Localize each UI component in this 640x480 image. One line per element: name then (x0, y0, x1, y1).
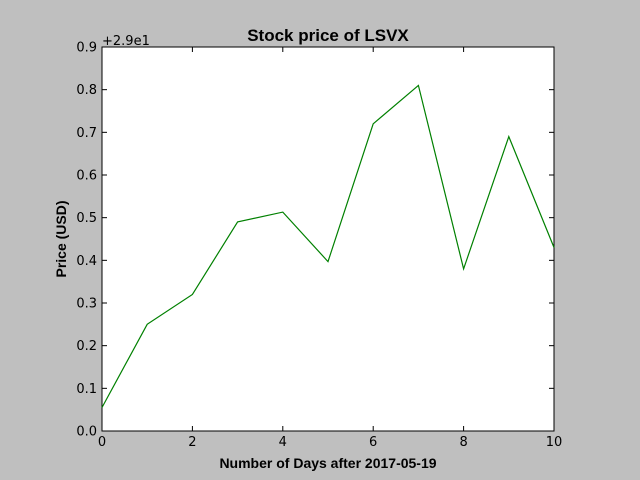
y-tick-label: 0.4 (76, 254, 97, 269)
y-tick-label: 0.9 (76, 41, 97, 56)
x-tick-label: 8 (459, 435, 467, 450)
y-offset-label: +2.9e1 (102, 34, 150, 49)
x-axis-label: Number of Days after 2017-05-19 (219, 455, 436, 471)
y-tick-label: 0.6 (76, 169, 97, 184)
x-tick-label: 6 (369, 435, 377, 450)
y-tick-label: 0.5 (76, 211, 97, 226)
y-tick-label: 0.3 (76, 297, 97, 312)
plot-area (101, 46, 555, 432)
x-tick-label: 0 (98, 435, 106, 450)
y-tick-label: 0.2 (76, 339, 97, 354)
price-series-line (101, 84, 555, 408)
y-axis-ticks: 0.0 0.1 0.2 0.3 0.4 0.5 0.6 0.7 0.8 0.9 (76, 41, 554, 440)
series-group (101, 84, 555, 408)
y-tick-label: 0.1 (76, 382, 97, 397)
x-tick-label: 2 (188, 435, 196, 450)
x-tick-label: 4 (279, 435, 287, 450)
x-tick-label: 10 (546, 435, 563, 450)
y-axis-label: Price (USD) (53, 200, 69, 277)
y-tick-label: 0.7 (76, 126, 97, 141)
y-tick-label: 0.8 (76, 83, 97, 98)
chart-title: Stock price of LSVX (247, 26, 409, 45)
x-axis-ticks: 0 2 4 6 8 10 (98, 47, 562, 450)
y-tick-label: 0.0 (76, 425, 97, 440)
